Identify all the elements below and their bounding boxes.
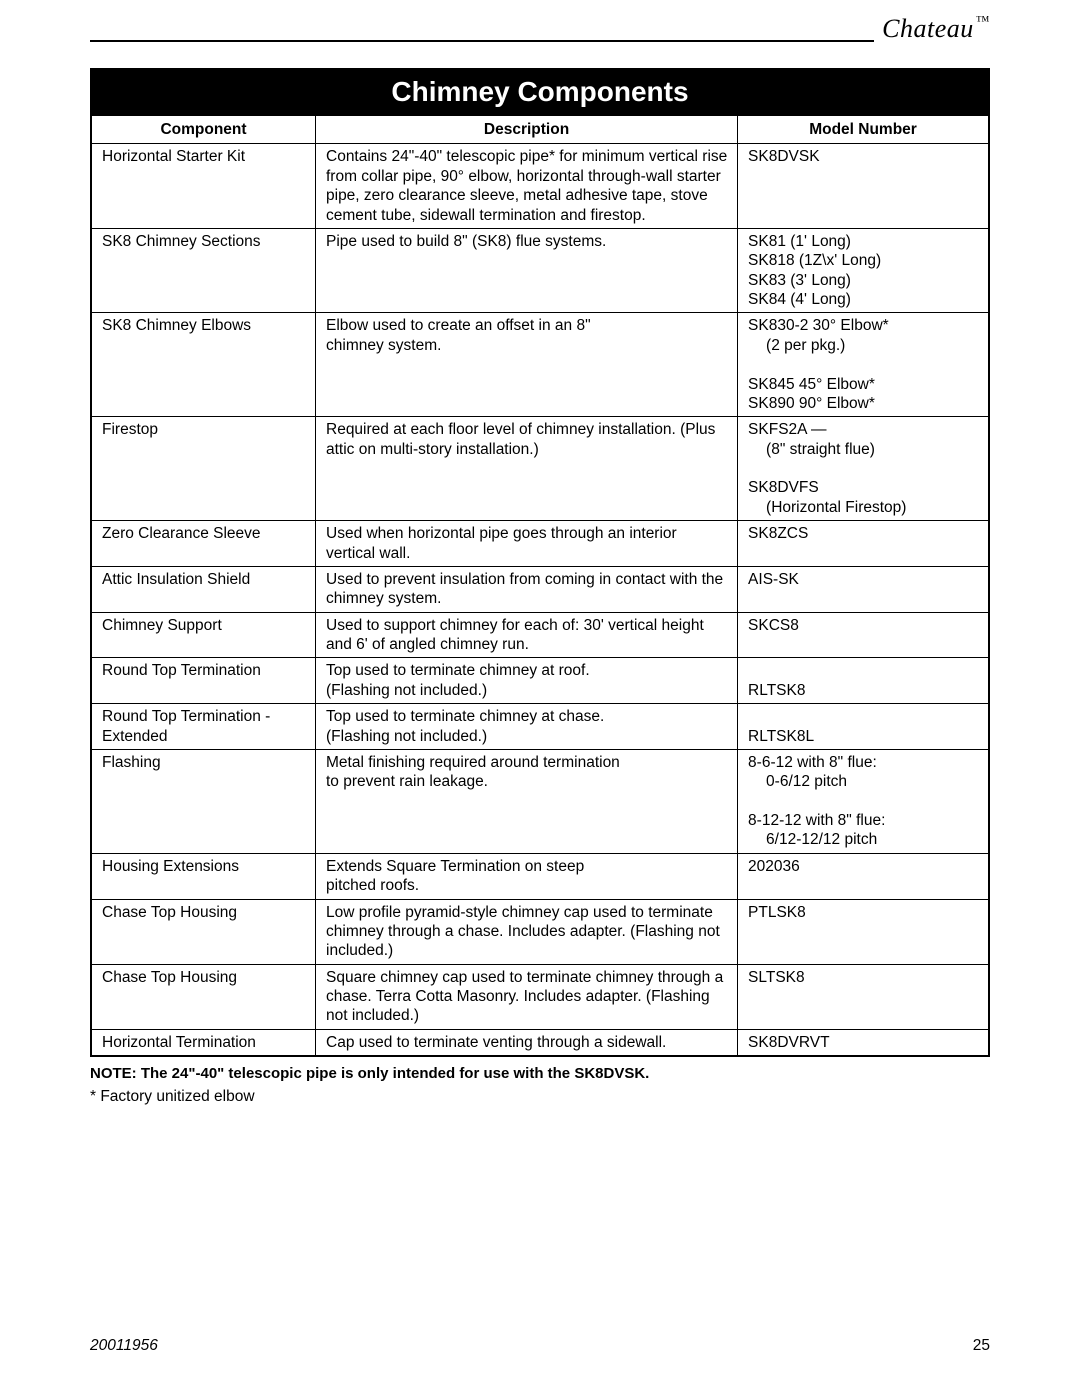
components-table: Chimney Components Component Description… (90, 68, 990, 1057)
cell-description: Top used to terminate chimney at chase.(… (316, 704, 738, 750)
cell-component: Chimney Support (91, 612, 316, 658)
note-text: The 24"-40" telescopic pipe is only inte… (141, 1065, 650, 1082)
cell-model: SK830-2 30° Elbow*(2 per pkg.)SK845 45° … (738, 313, 989, 417)
cell-model: SK8DVRVT (738, 1029, 989, 1056)
footnote: * Factory unitized elbow (90, 1088, 990, 1106)
cell-component: Round Top Termination (91, 658, 316, 704)
cell-description: Used when horizontal pipe goes through a… (316, 521, 738, 567)
table-row: FirestopRequired at each floor level of … (91, 417, 989, 521)
cell-description: Contains 24"-40" telescopic pipe* for mi… (316, 144, 738, 229)
table-row: Chase Top HousingLow profile pyramid-sty… (91, 899, 989, 964)
cell-description: Metal finishing required around terminat… (316, 749, 738, 853)
cell-model: SK8ZCS (738, 521, 989, 567)
cell-component: Firestop (91, 417, 316, 521)
cell-description: Low profile pyramid-style chimney cap us… (316, 899, 738, 964)
cell-component: Horizontal Termination (91, 1029, 316, 1056)
table-row: Chase Top HousingSquare chimney cap used… (91, 964, 989, 1029)
cell-description: Required at each floor level of chimney … (316, 417, 738, 521)
cell-component: SK8 Chimney Sections (91, 228, 316, 313)
table-row: SK8 Chimney ElbowsElbow used to create a… (91, 313, 989, 417)
table-row: Round Top Termination - ExtendedTop used… (91, 704, 989, 750)
page: Chateau™ Chimney Components Component De… (0, 0, 1080, 1397)
doc-number: 20011956 (90, 1337, 158, 1355)
table-row: Round Top TerminationTop used to termina… (91, 658, 989, 704)
note-label: NOTE: (90, 1065, 137, 1082)
cell-model: AIS-SK (738, 566, 989, 612)
cell-model: PTLSK8 (738, 899, 989, 964)
cell-component: Housing Extensions (91, 853, 316, 899)
header-rule: Chateau™ (90, 40, 990, 68)
table-row: Zero Clearance SleeveUsed when horizonta… (91, 521, 989, 567)
table-row: SK8 Chimney SectionsPipe used to build 8… (91, 228, 989, 313)
cell-model: 8-6-12 with 8" flue:0-6/12 pitch8-12-12 … (738, 749, 989, 853)
cell-component: Zero Clearance Sleeve (91, 521, 316, 567)
table-row: Chimney SupportUsed to support chimney f… (91, 612, 989, 658)
cell-model: SKCS8 (738, 612, 989, 658)
col-header-model: Model Number (738, 116, 989, 144)
cell-model: SKFS2A —(8" straight flue)SK8DVFS(Horizo… (738, 417, 989, 521)
brand: Chateau™ (874, 14, 990, 44)
cell-description: Cap used to terminate venting through a … (316, 1029, 738, 1056)
table-title: Chimney Components (91, 69, 989, 116)
cell-component: Flashing (91, 749, 316, 853)
cell-description: Used to support chimney for each of: 30'… (316, 612, 738, 658)
cell-component: SK8 Chimney Elbows (91, 313, 316, 417)
cell-component: Horizontal Starter Kit (91, 144, 316, 229)
cell-description: Elbow used to create an offset in an 8"c… (316, 313, 738, 417)
cell-component: Round Top Termination - Extended (91, 704, 316, 750)
table-row: Housing ExtensionsExtends Square Termina… (91, 853, 989, 899)
table-row: Horizontal TerminationCap used to termin… (91, 1029, 989, 1056)
cell-model: RLTSK8 (738, 658, 989, 704)
page-number: 25 (973, 1337, 990, 1355)
brand-name: Chateau (882, 14, 974, 43)
footer: 20011956 25 (90, 1337, 990, 1355)
brand-tm: ™ (976, 14, 990, 29)
cell-model: SK81 (1' Long)SK818 (1Z\x' Long)SK83 (3'… (738, 228, 989, 313)
cell-model: SK8DVSK (738, 144, 989, 229)
cell-component: Chase Top Housing (91, 964, 316, 1029)
col-header-component: Component (91, 116, 316, 144)
cell-description: Top used to terminate chimney at roof.(F… (316, 658, 738, 704)
table-row: Attic Insulation ShieldUsed to prevent i… (91, 566, 989, 612)
cell-component: Chase Top Housing (91, 899, 316, 964)
table-row: Horizontal Starter KitContains 24"-40" t… (91, 144, 989, 229)
cell-description: Used to prevent insulation from coming i… (316, 566, 738, 612)
table-title-row: Chimney Components (91, 69, 989, 116)
cell-model: SLTSK8 (738, 964, 989, 1029)
cell-description: Extends Square Termination on steeppitch… (316, 853, 738, 899)
cell-model: RLTSK8L (738, 704, 989, 750)
cell-model: 202036 (738, 853, 989, 899)
note: NOTE: The 24"-40" telescopic pipe is onl… (90, 1065, 990, 1082)
table-header-row: Component Description Model Number (91, 116, 989, 144)
cell-description: Square chimney cap used to terminate chi… (316, 964, 738, 1029)
cell-component: Attic Insulation Shield (91, 566, 316, 612)
table-row: FlashingMetal finishing required around … (91, 749, 989, 853)
col-header-description: Description (316, 116, 738, 144)
cell-description: Pipe used to build 8" (SK8) flue systems… (316, 228, 738, 313)
